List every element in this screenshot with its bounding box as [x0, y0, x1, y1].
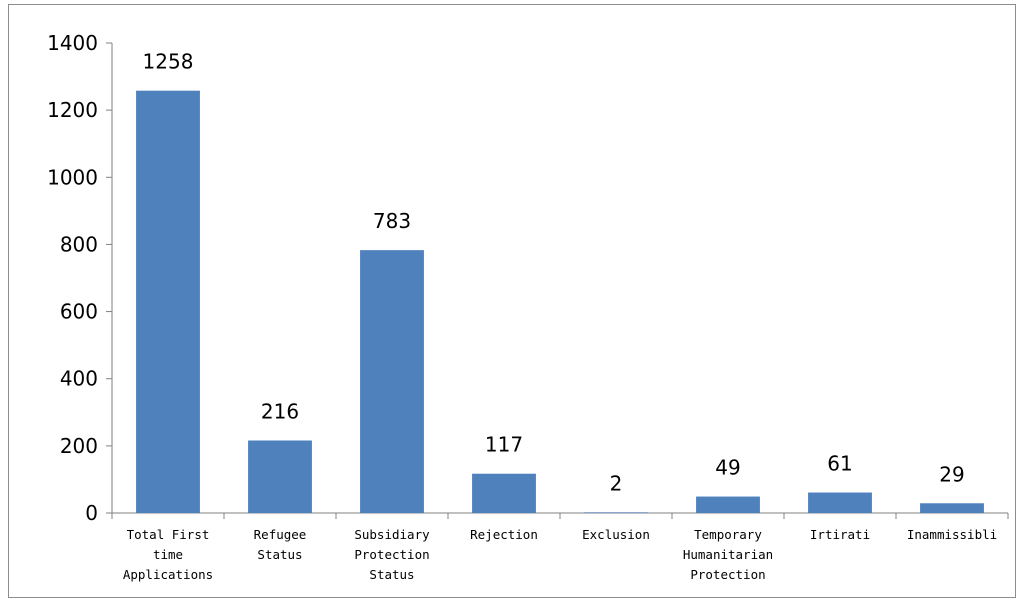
- bar: [584, 512, 648, 513]
- x-tick-label: Inammissibli: [907, 527, 997, 542]
- data-label: 2: [610, 471, 623, 495]
- y-tick-label: 200: [60, 434, 98, 458]
- y-axis: 0 200 400 600 800 1000 1200 1400: [47, 31, 113, 525]
- data-label: 29: [939, 462, 964, 486]
- bar: [808, 492, 872, 513]
- x-tick-labels: Total First time Applications Refugee Status…: [123, 527, 997, 582]
- x-tick-label: Refugee Status: [254, 527, 307, 562]
- bar: [696, 496, 760, 513]
- y-tick-label: 1000: [47, 165, 98, 189]
- data-label: 216: [261, 399, 299, 423]
- bar-series: [136, 90, 984, 514]
- x-tick-label: Temporary Humanitarian Protection: [683, 527, 773, 582]
- x-tick-label: Subsidiary Protection Status: [354, 527, 430, 582]
- y-tick-label: 400: [60, 367, 98, 391]
- x-tick-label: Exclusion: [582, 527, 650, 542]
- data-label: 117: [485, 433, 523, 457]
- y-tick-label: 800: [60, 232, 98, 256]
- bar: [472, 473, 536, 513]
- y-tick-label: 600: [60, 300, 98, 324]
- data-label: 1258: [143, 50, 194, 74]
- y-tick-label: 1400: [47, 31, 98, 55]
- x-tick-label: Rejection: [470, 527, 538, 542]
- bar: [136, 90, 200, 514]
- bar-chart: 0 200 400 600 800 1000 1200 1400 1258 216 783 117 2…: [47, 31, 1009, 582]
- bar: [920, 503, 984, 513]
- data-label: 783: [373, 209, 411, 233]
- y-tick-label: 1200: [47, 98, 98, 122]
- x-tick-label: Total First time Applications: [123, 527, 213, 582]
- bar: [360, 250, 424, 513]
- x-tick-label: Irtirati: [810, 527, 870, 542]
- chart-frame: 0 200 400 600 800 1000 1200 1400 1258 216 783 117 2…: [8, 4, 1016, 598]
- data-labels: 1258 216 783 117 2 49 61 29: [143, 50, 965, 496]
- data-label: 61: [827, 452, 852, 476]
- y-tick-label: 0: [85, 501, 98, 525]
- x-axis: [111, 512, 1009, 519]
- data-label: 49: [715, 456, 740, 480]
- bar: [248, 440, 312, 513]
